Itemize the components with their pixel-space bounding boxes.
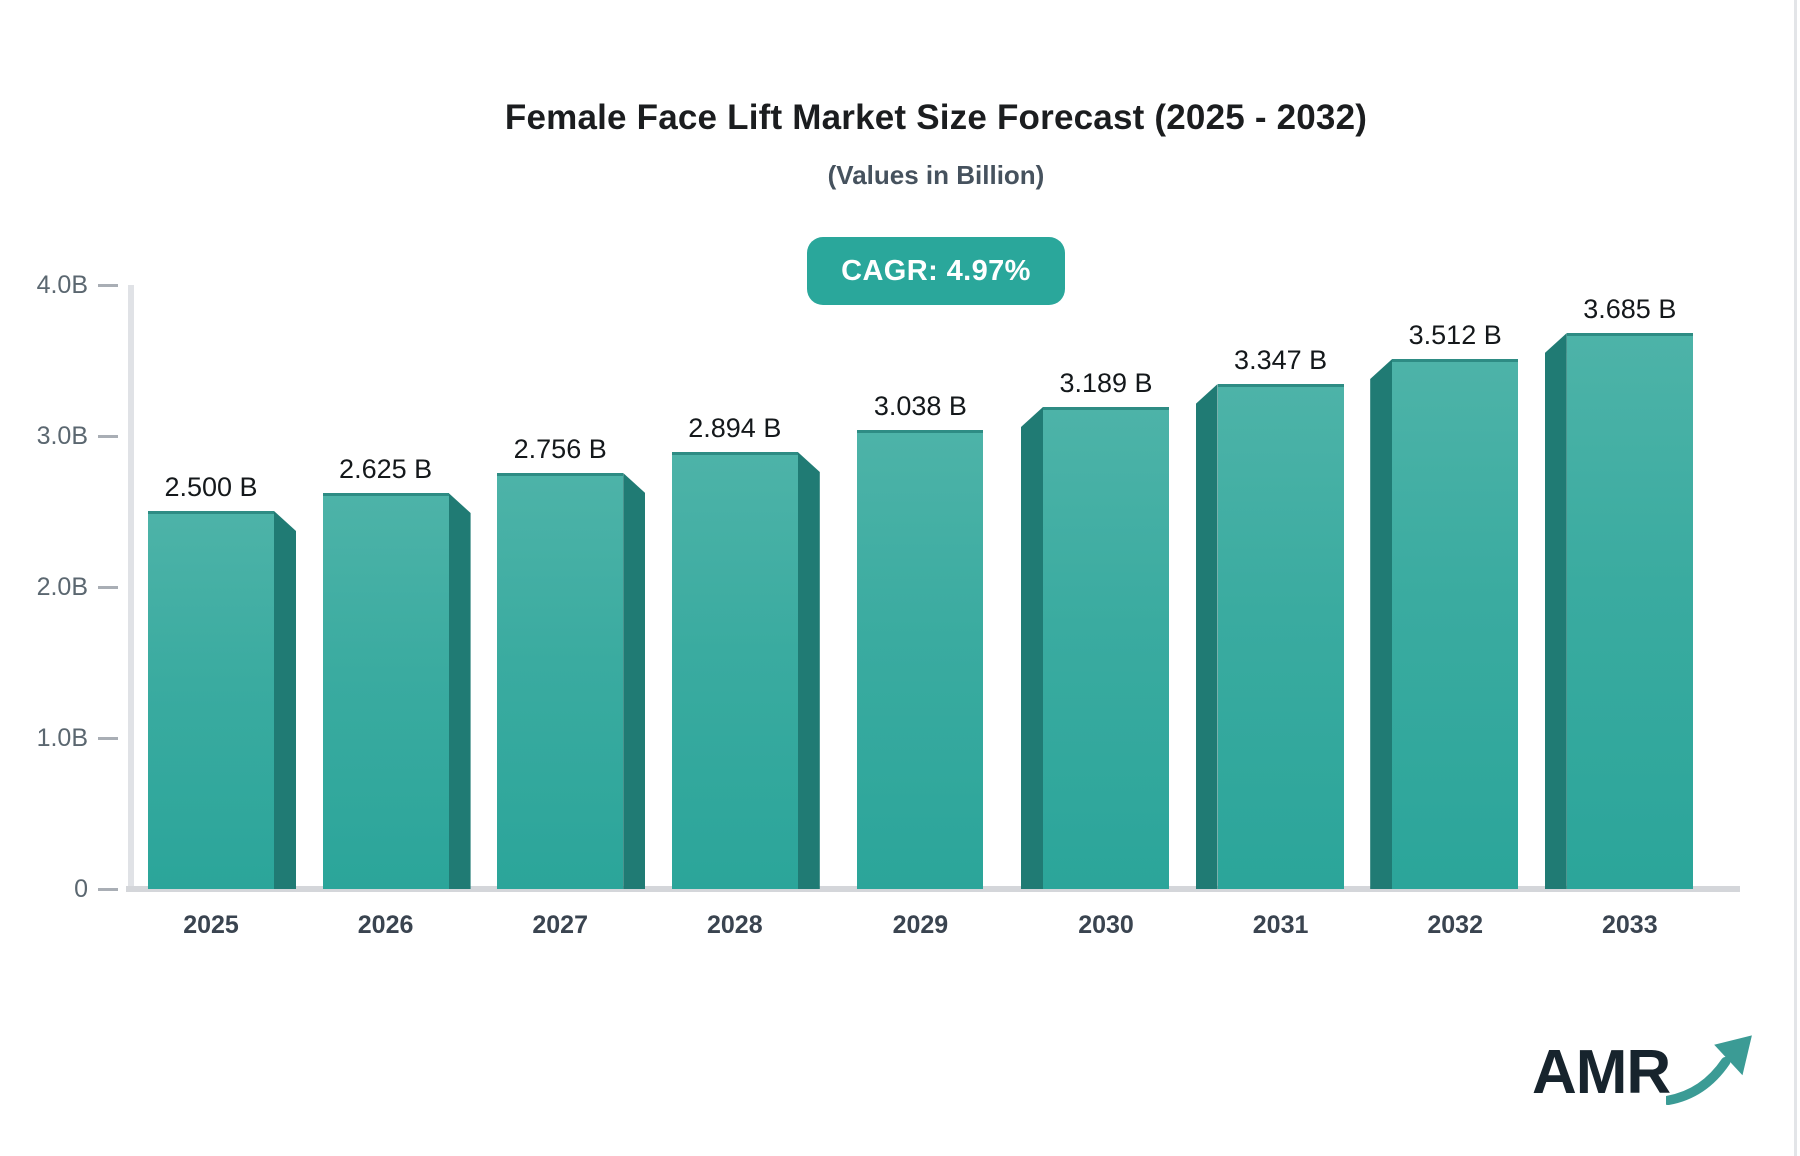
bar-side-face <box>1370 359 1393 889</box>
y-tick-row: 3.0B <box>0 421 130 451</box>
x-tick-label: 2032 <box>1427 911 1483 939</box>
amr-logo-text: AMR <box>1532 1038 1671 1107</box>
y-tick-row: 2.0B <box>0 572 130 602</box>
bar-value-label: 3.512 B <box>1408 320 1502 350</box>
bar-side-face <box>1021 407 1043 889</box>
y-tick-label: 2.0B <box>36 573 88 601</box>
bar-face <box>322 493 449 889</box>
x-tick-label: 2033 <box>1601 911 1658 939</box>
bar-value-label: 3.685 B <box>1583 294 1677 324</box>
bar-face <box>148 511 274 889</box>
bar-side-face <box>274 511 296 889</box>
bar-2031: 3.347 B <box>1195 345 1344 889</box>
bar-2029: 3.038 B <box>846 391 994 889</box>
chart-header: Female Face Lift Market Size Forecast (2… <box>130 0 1742 305</box>
x-axis-line <box>126 886 1740 892</box>
bar-value-label: 2.894 B <box>688 413 782 443</box>
y-tick-mark <box>98 888 118 891</box>
bar-value-label: 2.756 B <box>513 434 607 464</box>
bar-face <box>1043 407 1169 889</box>
x-tick-label: 2026 <box>357 911 414 939</box>
x-tick-label: 2031 <box>1252 911 1309 939</box>
y-tick-row: 0 <box>0 874 130 904</box>
bar-2030: 3.189 B <box>1021 368 1169 889</box>
bar-side-face <box>797 452 820 889</box>
bar-face <box>497 473 624 889</box>
y-tick-label: 4.0B <box>36 271 88 299</box>
bar-face <box>1392 359 1519 889</box>
bar-side-face <box>1544 333 1567 889</box>
x-tick-label: 2028 <box>706 911 763 939</box>
y-tick-row: 1.0B <box>0 723 130 753</box>
bar-2032: 3.512 B <box>1370 320 1519 889</box>
chart-title: Female Face Lift Market Size Forecast (2… <box>504 98 1368 137</box>
y-axis-line <box>128 285 134 892</box>
x-tick-label: 2025 <box>183 911 239 939</box>
bar-side-face <box>623 473 646 889</box>
bar-side-face <box>1195 384 1218 889</box>
y-tick-label: 3.0B <box>36 422 88 450</box>
bar-side-face <box>448 493 471 889</box>
y-tick-mark <box>98 284 118 287</box>
bar-2025: 2.500 B <box>148 472 296 889</box>
amr-logo: AMR <box>1532 1032 1754 1110</box>
plot-area: 2025 2.500 B 2026 2.625 B 2027 2.756 B 2028 2.8… <box>130 285 1742 939</box>
bar-2027: 2.756 B <box>497 434 646 889</box>
y-tick-label: 0 <box>74 875 88 903</box>
bar-value-label: 3.038 B <box>873 391 967 421</box>
y-tick-mark <box>98 435 118 438</box>
page-edge-line <box>1794 0 1797 1156</box>
cagr-badge: CAGR: 4.97% <box>807 237 1065 305</box>
y-tick-mark <box>98 737 118 740</box>
y-tick-row: 4.0B <box>0 270 130 300</box>
bar-2026: 2.625 B <box>322 454 471 889</box>
y-tick-label: 1.0B <box>36 724 88 752</box>
bar-value-label: 3.347 B <box>1234 345 1328 375</box>
bar-value-label: 3.189 B <box>1059 368 1153 398</box>
x-tick-label: 2027 <box>532 911 588 939</box>
y-tick-mark <box>98 586 118 589</box>
y-axis: 0 1.0B 2.0B 3.0B 4.0B <box>0 271 130 905</box>
bar-2033: 3.685 B <box>1544 294 1693 889</box>
bar-face <box>671 452 798 889</box>
bar-face <box>857 430 984 889</box>
bar-2028: 2.894 B <box>671 413 820 889</box>
x-tick-label: 2029 <box>892 911 949 939</box>
growth-arrow-icon <box>1666 1035 1753 1106</box>
chart-subtitle: (Values in Billion) <box>827 160 1045 190</box>
bar-value-label: 2.500 B <box>164 472 258 502</box>
bar-face <box>1217 384 1344 889</box>
x-tick-label: 2030 <box>1078 911 1134 939</box>
bar-face <box>1566 333 1693 889</box>
bar-value-label: 2.625 B <box>339 454 433 484</box>
